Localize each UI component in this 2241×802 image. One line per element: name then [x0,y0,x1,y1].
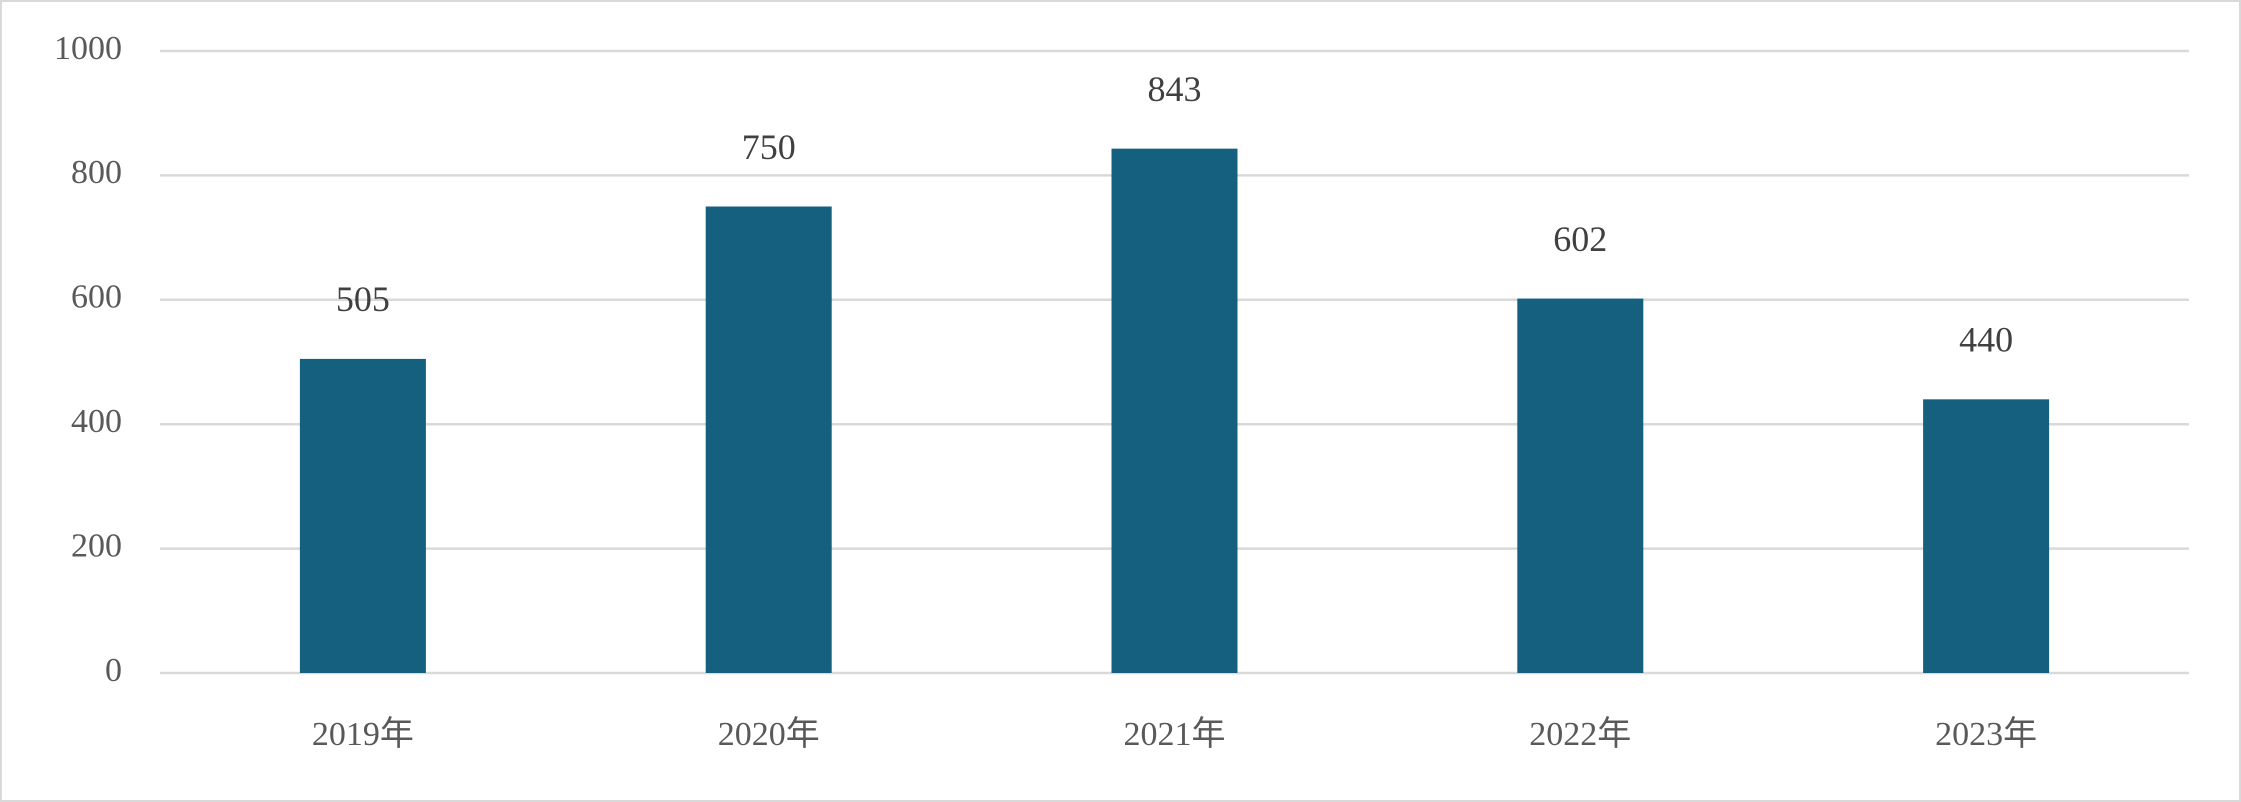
value-label: 750 [742,127,796,167]
y-tick-label: 800 [71,154,122,191]
x-tick-label: 2022年 [1529,715,1631,753]
x-tick-label: 2021年 [1124,715,1226,753]
y-tick-label: 400 [71,403,122,440]
bar [1517,298,1644,673]
value-label: 505 [336,279,390,319]
value-label: 602 [1553,219,1607,259]
x-tick-label: 2019年 [312,715,414,753]
x-tick-label: 2020年 [718,715,820,753]
y-tick-label: 600 [71,279,122,316]
bar [1923,399,2050,673]
y-tick-label: 200 [71,527,122,564]
x-tick-label: 2023年 [1935,715,2037,753]
value-label: 440 [1959,320,2013,360]
y-tick-label: 0 [105,652,122,689]
y-tick-label: 1000 [54,30,122,67]
bar [705,206,832,673]
value-label: 843 [1148,69,1202,109]
bar [1111,148,1238,674]
bar [299,358,426,673]
